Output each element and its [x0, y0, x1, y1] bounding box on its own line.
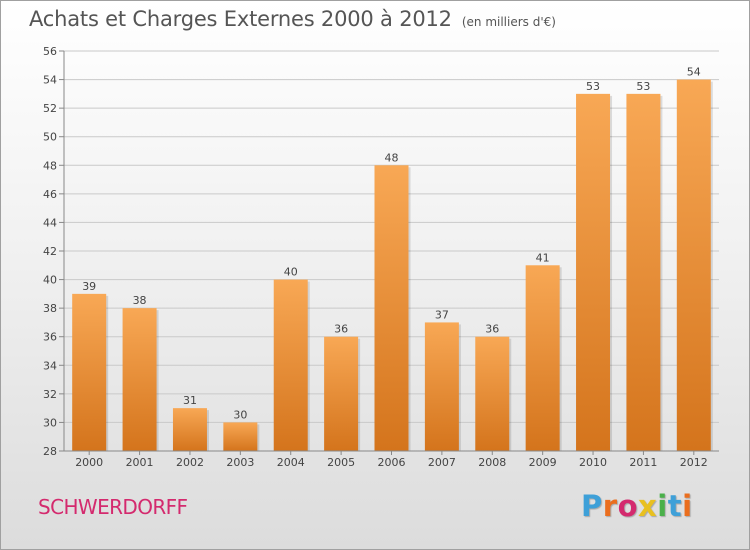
bar-value-label: 36 [485, 323, 499, 336]
bar-2007 [424, 322, 459, 451]
bars: 39 38 31 30 40 36 48 37 36 41 53 53 54 [72, 66, 713, 452]
bar-2004 [273, 279, 308, 451]
chart-unit-note: (en milliers d'€) [461, 15, 556, 29]
y-axis: 28 30 32 34 36 38 40 42 44 46 48 50 52 54 56 [43, 45, 65, 458]
x-tick-label: 2000 [75, 456, 103, 469]
logo-letter: o [617, 489, 639, 523]
bar-value-label: 48 [385, 151, 399, 164]
logo-letter: r [602, 489, 618, 523]
bar-value-label: 37 [435, 308, 449, 321]
logo-letter: x [638, 489, 658, 523]
logo-letter: i [657, 489, 668, 523]
bar-2002 [172, 408, 207, 451]
x-tick-label: 2008 [478, 456, 506, 469]
x-tick-label: 2011 [629, 456, 657, 469]
commune-name: SCHWERDORFF [38, 495, 188, 519]
x-axis: 2000 2001 2002 2003 2004 2005 2006 2007 2008 2009… [64, 450, 719, 469]
x-tick-label: 2012 [680, 456, 708, 469]
x-tick-label: 2002 [176, 456, 204, 469]
y-tick-label: 56 [43, 45, 57, 58]
x-tick-label: 2005 [327, 456, 355, 469]
y-tick-label: 30 [43, 416, 57, 429]
bar-value-label: 36 [334, 323, 348, 336]
x-tick-label: 2003 [226, 456, 254, 469]
y-tick-label: 38 [43, 302, 57, 315]
bar-2011 [626, 93, 661, 451]
bar-value-label: 30 [233, 408, 247, 421]
y-tick-label: 36 [43, 331, 57, 344]
y-tick-label: 40 [43, 274, 57, 287]
bar-value-label: 40 [284, 266, 298, 279]
bar-2010 [576, 93, 611, 451]
bar-value-label: 31 [183, 394, 197, 407]
bar-2005 [324, 336, 359, 451]
y-tick-label: 46 [43, 188, 57, 201]
y-tick-label: 44 [43, 216, 57, 229]
x-tick-label: 2009 [529, 456, 557, 469]
y-tick-label: 54 [43, 74, 57, 87]
y-tick-label: 52 [43, 102, 57, 115]
proxiti-logo: Proxiti [581, 489, 693, 523]
bar-2006 [374, 165, 409, 452]
bar-2003 [223, 422, 258, 451]
x-tick-label: 2004 [277, 456, 305, 469]
y-tick-label: 34 [43, 359, 57, 372]
x-tick-label: 2006 [378, 456, 406, 469]
bar-2001 [122, 308, 157, 451]
bar-value-label: 53 [586, 80, 600, 93]
y-tick-label: 50 [43, 131, 57, 144]
y-tick-label: 48 [43, 159, 57, 172]
logo-letter: i [682, 489, 693, 523]
y-tick-label: 28 [43, 445, 57, 458]
logo-letter: t [667, 489, 683, 523]
bar-value-label: 53 [636, 80, 650, 93]
logo-letter: P [581, 489, 603, 523]
x-tick-label: 2007 [428, 456, 456, 469]
bar-2012 [676, 79, 711, 452]
bar-value-label: 41 [536, 251, 550, 264]
x-tick-label: 2010 [579, 456, 607, 469]
y-tick-label: 42 [43, 245, 57, 258]
y-tick-label: 32 [43, 388, 57, 401]
bar-value-label: 39 [82, 280, 96, 293]
bar-2009 [525, 265, 560, 451]
x-tick-label: 2001 [126, 456, 154, 469]
bar-value-label: 38 [133, 294, 147, 307]
bar-2000 [72, 293, 107, 451]
chart-title: Achats et Charges Externes 2000 à 2012 (e… [29, 7, 556, 31]
chart-title-text: Achats et Charges Externes 2000 à 2012 [29, 7, 452, 31]
bar-value-label: 54 [687, 66, 701, 79]
bar-2008 [475, 336, 510, 451]
